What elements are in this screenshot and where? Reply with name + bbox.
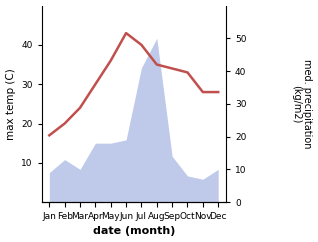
Y-axis label: med. precipitation
(kg/m2): med. precipitation (kg/m2) xyxy=(291,59,313,149)
X-axis label: date (month): date (month) xyxy=(93,227,175,236)
Y-axis label: max temp (C): max temp (C) xyxy=(5,68,16,140)
